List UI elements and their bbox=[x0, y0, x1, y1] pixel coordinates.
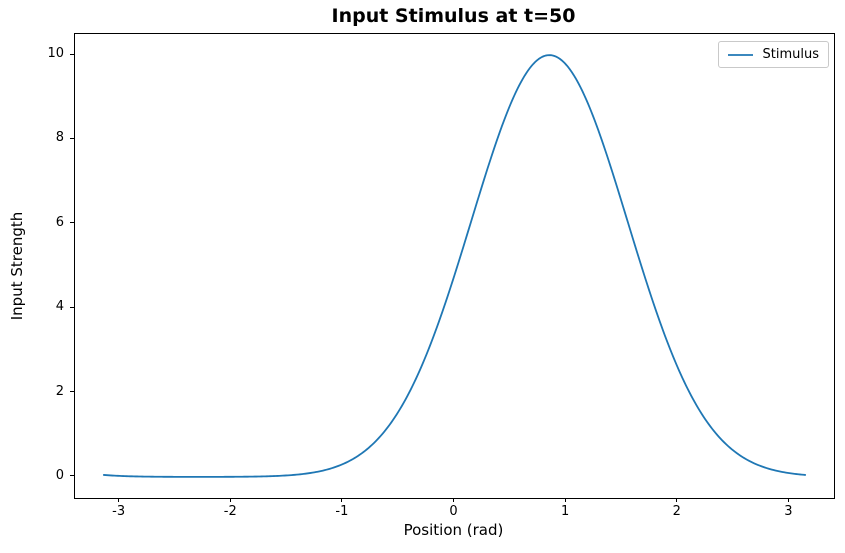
y-tick-label: 2 bbox=[55, 383, 64, 399]
y-axis-label: Input Strength bbox=[8, 211, 26, 321]
x-tick-mark bbox=[118, 498, 120, 502]
y-tick-label: 6 bbox=[55, 214, 64, 230]
x-tick-mark bbox=[229, 498, 231, 502]
legend-line-sample bbox=[727, 53, 753, 56]
stimulus-line bbox=[102, 54, 807, 478]
x-tick-mark bbox=[787, 498, 789, 502]
y-tick-mark bbox=[70, 53, 74, 55]
y-tick-label: 0 bbox=[55, 467, 64, 483]
y-tick-label: 10 bbox=[47, 46, 64, 62]
x-tick-mark bbox=[341, 498, 343, 502]
x-axis-label: Position (rad) bbox=[403, 521, 504, 539]
x-tick-mark bbox=[564, 498, 566, 502]
x-tick-label: -2 bbox=[223, 504, 237, 519]
y-tick-mark bbox=[70, 222, 74, 224]
x-tick-mark bbox=[453, 498, 454, 502]
y-tick-label: 4 bbox=[55, 299, 64, 315]
y-tick-label: 8 bbox=[55, 130, 64, 146]
x-tick-label: 1 bbox=[560, 504, 570, 519]
y-tick-mark bbox=[70, 391, 74, 393]
chart-title: Input Stimulus at t=50 bbox=[331, 5, 576, 27]
legend: Stimulus bbox=[717, 41, 829, 68]
x-tick-mark bbox=[676, 498, 678, 502]
x-tick-label: -1 bbox=[335, 504, 349, 519]
stimulus-curve bbox=[102, 54, 807, 478]
y-tick-mark bbox=[70, 475, 74, 477]
y-tick-mark bbox=[70, 306, 74, 308]
x-tick-label: 3 bbox=[784, 504, 793, 519]
x-tick-label: -3 bbox=[112, 504, 126, 519]
y-tick-mark bbox=[70, 137, 74, 139]
x-tick-label: 2 bbox=[672, 504, 681, 519]
plot-area: Stimulus bbox=[74, 33, 835, 499]
legend-label: Stimulus bbox=[762, 47, 820, 62]
x-tick-label: 0 bbox=[449, 504, 458, 519]
